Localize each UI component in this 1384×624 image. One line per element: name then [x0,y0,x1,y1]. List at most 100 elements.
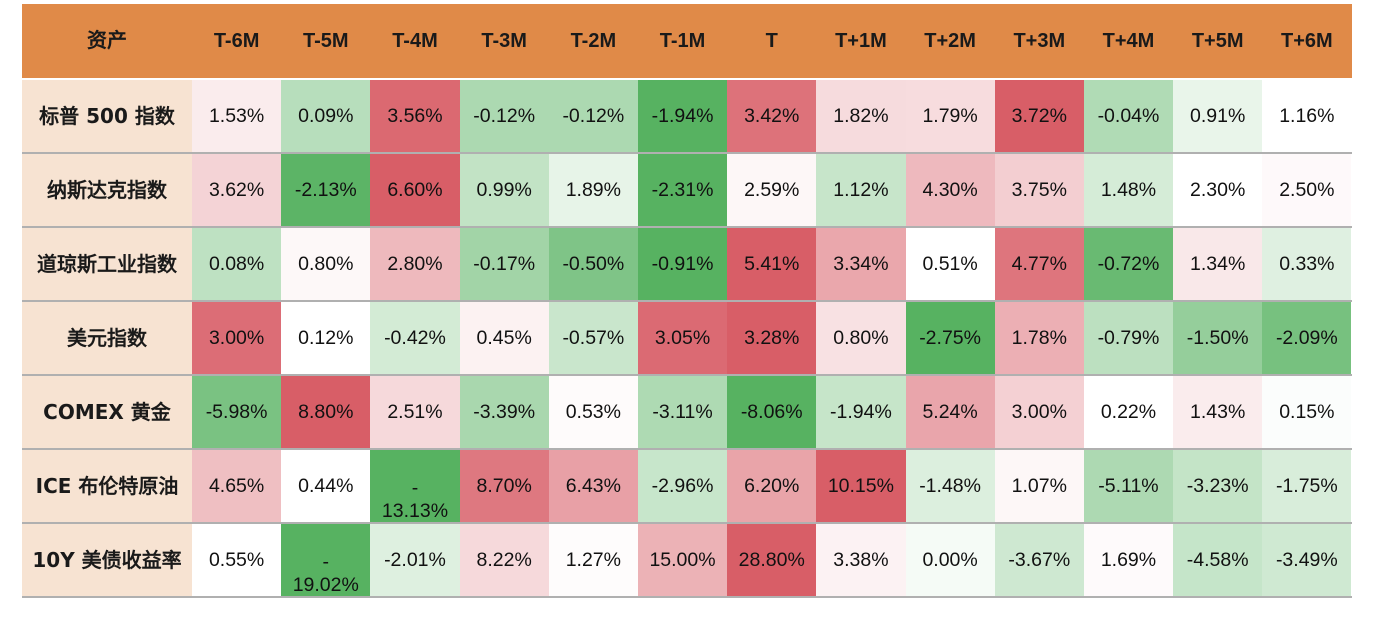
value-cell: -0.42% [370,302,460,374]
value-cell: 1.12% [816,154,906,226]
value-cell: 1.53% [192,80,282,152]
value-cell: 8.70% [459,450,549,522]
value-cell: 0.51% [905,228,995,300]
value-cell: 2.50% [1262,154,1352,226]
header-period: T-4M [392,29,438,52]
table-row: 10Y 美债收益率 0.55% - 19.02% -2.01% 8.22% 1.27% 15… [22,524,1352,598]
value-cell: 3.75% [994,154,1084,226]
value-cell: -1.75% [1262,450,1352,522]
value-cell: 3.38% [816,524,906,596]
value-cell: -1.94% [816,376,906,448]
header-period: T+2M [924,29,976,52]
value-cell: 0.33% [1262,228,1352,300]
value-cell: 3.56% [370,80,460,152]
value-cell: -4.58% [1173,524,1263,596]
value-cell: 1.48% [1083,154,1174,226]
value-cell: 0.00% [905,524,995,596]
value-cell: 2.80% [370,228,460,300]
value-cell: 1.79% [905,80,995,152]
value-cell: 0.99% [459,154,549,226]
value-cell: 8.22% [459,524,549,596]
row-asset-label: 10Y 美债收益率 [22,524,192,596]
header-period: T+5M [1191,29,1244,52]
value-cell: 2.30% [1173,154,1263,226]
value-cell: 1.89% [548,154,638,226]
value-cell: -5.11% [1083,450,1174,522]
value-cell: -8.06% [727,376,817,448]
value-cell: 15.00% [637,524,728,596]
header-period: T [765,29,778,52]
value-cell: 0.91% [1173,80,1263,152]
value-cell: -3.39% [459,376,549,448]
row-asset-label: 美元指数 [22,302,192,374]
value-cell: -3.11% [637,376,728,448]
header-period: T+6M [1281,29,1333,52]
value-cell: 1.43% [1173,376,1263,448]
value-cell: 0.22% [1083,376,1174,448]
value-cell: 3.05% [637,302,728,374]
value-cell: -2.31% [637,154,728,226]
value-cell: - 13.13% [370,450,460,522]
value-cell: 3.00% [994,376,1084,448]
value-cell: 3.34% [816,228,906,300]
value-cell: 6.43% [548,450,638,522]
value-cell: -0.04% [1083,80,1174,152]
value-cell: 1.07% [994,450,1084,522]
value-cell: -3.23% [1173,450,1263,522]
value-cell: -1.50% [1173,302,1263,374]
value-cell: -2.96% [637,450,728,522]
value-cell: 0.44% [281,450,371,522]
value-cell: -3.49% [1262,524,1352,596]
header-period: T+1M [835,29,887,52]
value-cell: 10.15% [816,450,906,522]
value-cell: -2.13% [281,154,371,226]
header-period: T-3M [481,29,527,52]
value-cell: -0.57% [548,302,638,374]
value-cell: 5.24% [905,376,995,448]
value-cell: 1.82% [816,80,906,152]
header-period: T-6M [213,29,260,52]
value-cell: 8.80% [281,376,371,448]
table-row: 美元指数 3.00% 0.12% -0.42% 0.45% -0.57% 3.05% 3.28… [22,302,1352,376]
value-cell: -0.50% [548,228,638,300]
table-row: ICE 布伦特原油 4.65% 0.44% - 13.13% 8.70% 6.43% -2.… [22,450,1352,524]
value-cell: 3.72% [994,80,1084,152]
header-period: T-5M [303,29,349,52]
value-cell: 1.34% [1173,228,1263,300]
value-cell: 3.42% [727,80,817,152]
table-header-row: 资产 T-6M T-5M T-4M T-3M T-2M T-1M T T+1M T+2M T+3M T… [22,4,1352,80]
data-table: 资产 T-6M T-5M T-4M T-3M T-2M T-1M T T+1M T+2M T+3M T… [22,4,1352,598]
row-asset-label: 标普 500 指数 [22,80,192,152]
table-row: COMEX 黄金 -5.98% 8.80% 2.51% -3.39% 0.53% -3.11… [22,376,1352,450]
value-cell: 3.00% [192,302,282,374]
value-cell: 0.12% [281,302,371,374]
header-period: T+3M [1013,29,1066,52]
value-cell: -0.91% [637,228,728,300]
table-row: 道琼斯工业指数 0.08% 0.80% 2.80% -0.17% -0.50% -0.91%… [22,228,1352,302]
value-cell: -1.94% [637,80,728,152]
value-cell: -0.12% [459,80,549,152]
value-cell: -2.09% [1262,302,1352,374]
row-asset-label: ICE 布伦特原油 [22,450,192,522]
value-cell: -0.79% [1083,302,1174,374]
value-cell: 0.55% [192,524,282,596]
value-cell: -2.75% [905,302,995,374]
value-cell: 1.16% [1262,80,1352,152]
value-cell: 0.09% [281,80,371,152]
value-cell: - 19.02% [281,524,371,596]
table-row: 标普 500 指数 1.53% 0.09% 3.56% -0.12% -0.12% -1.9… [22,80,1352,154]
row-asset-label: COMEX 黄金 [22,376,192,448]
value-cell: -2.01% [370,524,460,596]
value-cell: 3.62% [192,154,282,226]
header-period: T+4M [1102,29,1155,52]
header-asset: 资产 [87,29,127,52]
value-cell: 0.45% [459,302,549,374]
table-body: 标普 500 指数 1.53% 0.09% 3.56% -0.12% -0.12% -1.9… [22,80,1352,598]
value-cell: -3.67% [994,524,1084,596]
value-cell: -0.17% [459,228,549,300]
value-cell: 1.78% [994,302,1084,374]
value-cell: 4.77% [994,228,1084,300]
value-cell: 4.30% [905,154,995,226]
value-cell: 0.15% [1262,376,1352,448]
value-cell: -0.12% [548,80,638,152]
